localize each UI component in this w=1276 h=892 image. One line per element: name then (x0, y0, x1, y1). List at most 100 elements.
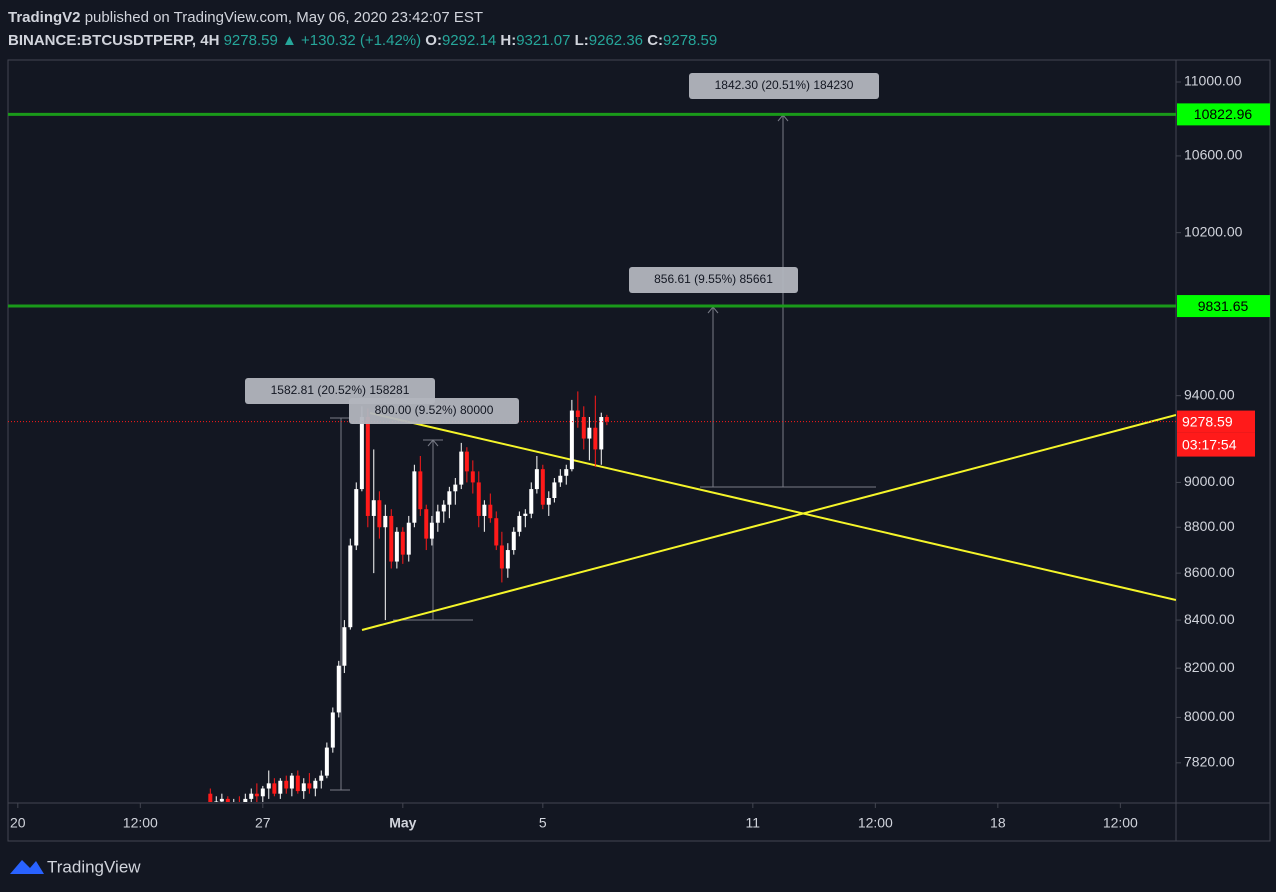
candle-body (470, 471, 475, 483)
candle-body (534, 469, 539, 490)
candle-body (494, 518, 499, 546)
ohlc-value: 9321.07 (516, 32, 571, 49)
y-tick-label: 8600.00 (1184, 564, 1235, 580)
candle-body (208, 793, 213, 802)
candle-body (604, 416, 609, 422)
candle-body (254, 793, 259, 797)
header-line: BINANCE:BTCUSDTPERP, 4H 9278.59 ▲ +130.3… (8, 29, 717, 52)
candle-body (383, 515, 388, 528)
y-tick-label: 10200.00 (1184, 223, 1243, 239)
x-tick-label: May (389, 815, 416, 831)
candle-body (418, 471, 423, 510)
header: TradingV2 published on TradingView.com, … (8, 6, 717, 52)
measure-label: 856.61 (9.55%) 85661 (654, 272, 773, 286)
ohlc-value: 9292.14 (441, 32, 497, 49)
change: +130.32 (+1.42%) (301, 32, 422, 49)
candle-body (365, 416, 370, 516)
candle-body (313, 780, 318, 789)
ohlc-label: L: (574, 32, 589, 49)
candle-body (400, 531, 405, 555)
ohlc-value: 9278.59 (663, 32, 718, 49)
candle-body (301, 783, 306, 792)
candle-body (377, 500, 382, 528)
plot (208, 114, 1176, 809)
candle-body (243, 798, 248, 802)
measure-box (629, 267, 798, 293)
brand: TradingView (47, 857, 141, 876)
symbol: BINANCE:BTCUSDTPERP, 4H (8, 32, 220, 49)
candle-body (505, 550, 510, 569)
x-tick-label: 20 (10, 815, 26, 831)
measure-box (245, 378, 435, 404)
candle-body (464, 451, 469, 472)
y-tick-label: 8800.00 (1184, 518, 1235, 534)
candle-body (342, 627, 347, 666)
candle-body (488, 504, 493, 519)
candle-body (225, 798, 230, 802)
level-label-bg (1177, 295, 1270, 318)
last-price-label: 9278.59 (1182, 413, 1233, 429)
candle-body (284, 780, 289, 789)
candle-body (569, 410, 574, 470)
candle-body (266, 783, 271, 789)
candle-body (330, 712, 335, 748)
measure-label: 1582.81 (20.52%) 158281 (271, 383, 410, 397)
y-tick-label: 9400.00 (1184, 386, 1235, 402)
candle-body (429, 522, 434, 539)
last-price-bg (1177, 410, 1255, 433)
candle-body (529, 489, 534, 514)
ohlc-label: O: (425, 32, 442, 49)
candle-body (593, 427, 598, 450)
candle-body (260, 788, 265, 797)
up-arrow: ▲ (282, 32, 297, 49)
candle-body (511, 531, 516, 551)
header-line: TradingV2 published on TradingView.com, … (8, 6, 717, 29)
candle-body (476, 482, 481, 516)
candle-body (237, 804, 241, 807)
candle-body (581, 416, 586, 439)
countdown-bg (1177, 432, 1255, 457)
y-tick-label: 8000.00 (1184, 708, 1235, 724)
candle-body (564, 469, 569, 476)
logo: TradingView (10, 857, 141, 876)
y-tick-label: 7820.00 (1184, 754, 1235, 770)
candle-body (232, 804, 236, 809)
x-tick-label: 11 (746, 815, 761, 831)
measure-label: 1842.30 (20.51%) 184230 (715, 78, 854, 92)
x-tick-label: 12:00 (1103, 815, 1138, 831)
candle-body (289, 775, 294, 789)
candle-body (424, 509, 429, 539)
candle-body (389, 515, 394, 562)
candle-body (348, 545, 353, 628)
y-tick-label: 10600.00 (1184, 147, 1243, 163)
candle-body (359, 416, 364, 490)
candle-body (552, 482, 557, 498)
candle-body (371, 500, 376, 516)
candle-body (453, 484, 458, 492)
candle-body (459, 451, 464, 485)
x-tick-label: 27 (255, 815, 271, 831)
candle-body (324, 747, 329, 776)
candle-body (319, 775, 324, 781)
candle-body (307, 783, 312, 789)
measure-arrow (427, 439, 439, 447)
candle-body (354, 489, 359, 546)
candle-body (447, 491, 452, 505)
candle-body (272, 783, 277, 794)
candle-body (599, 416, 604, 450)
price: 9278.59 (223, 32, 278, 49)
y-tick-label: 8200.00 (1184, 659, 1235, 675)
x-tick-label: 18 (990, 815, 1006, 831)
candle-body (587, 427, 592, 439)
candle-body (441, 504, 446, 512)
measure-box (349, 398, 519, 424)
ohlc-label: H: (500, 32, 517, 49)
y-tick-label: 11000.00 (1184, 73, 1242, 89)
measure-box (689, 73, 879, 99)
trend-line (361, 414, 1176, 631)
candle-body (406, 522, 411, 555)
level-label: 9831.65 (1198, 298, 1249, 314)
candle-body (295, 775, 300, 792)
